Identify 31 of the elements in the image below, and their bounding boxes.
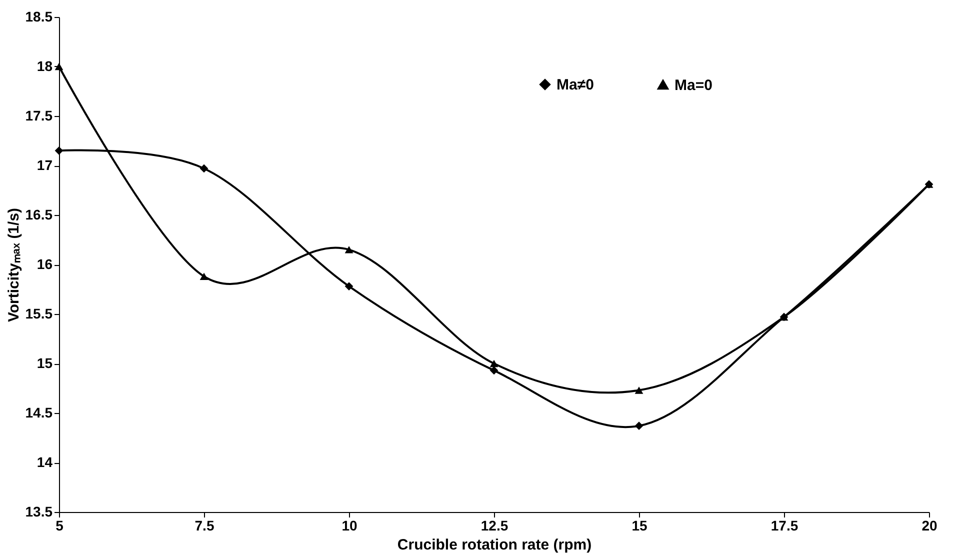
y-tick-label: 15.5 — [25, 306, 53, 322]
y-tick-label: 15 — [36, 355, 53, 371]
y-tick-label: 13.5 — [25, 504, 53, 520]
point — [200, 164, 208, 173]
y-tick-label: 17.5 — [25, 108, 53, 124]
x-tick-label: 12.5 — [480, 518, 508, 534]
y-tick-label: 18.5 — [25, 8, 53, 24]
point — [54, 146, 64, 155]
legend-label: Ma=0 — [674, 76, 712, 94]
x-tick-label: 7.5 — [194, 518, 214, 534]
point — [344, 246, 354, 254]
x-tick-label: 15 — [632, 518, 648, 534]
y-tick-label: 16.5 — [25, 206, 53, 222]
point — [344, 282, 354, 290]
x-tick-label: 10 — [342, 518, 358, 534]
point — [490, 366, 498, 375]
y-tick-label: 18 — [36, 58, 53, 74]
x-axis-title: Crucible rotation rate (rpm) — [397, 536, 592, 554]
legend-label: Ma≠0 — [556, 76, 594, 94]
y-axis-title: Vorticityₘₐₓ (1/s) — [5, 208, 22, 322]
point — [634, 422, 644, 430]
y-tick-label: 17 — [36, 157, 53, 173]
x-tick-label: 17.5 — [770, 518, 798, 534]
point — [490, 360, 498, 368]
x-tick-label: 5 — [56, 518, 64, 534]
point — [634, 386, 644, 394]
x-tick-label: 20 — [922, 518, 938, 534]
y-tick-label: 14 — [36, 454, 53, 470]
y-tick-label: 16 — [36, 256, 53, 272]
y-tick-label: 14.5 — [25, 404, 53, 420]
point — [200, 272, 208, 280]
